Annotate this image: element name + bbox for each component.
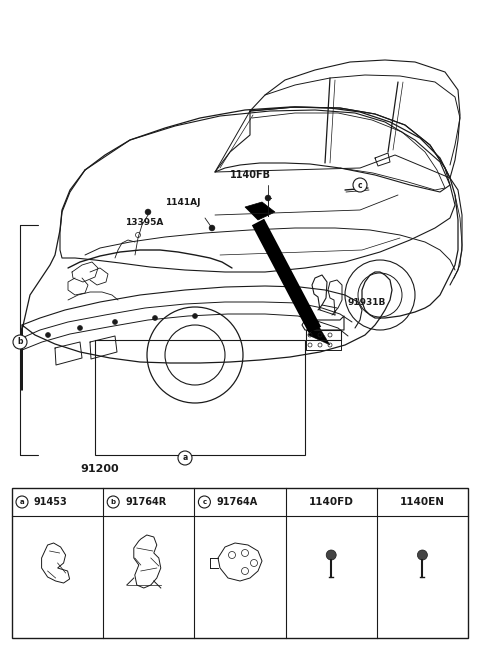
Circle shape <box>107 496 119 508</box>
Circle shape <box>192 314 197 319</box>
Circle shape <box>418 550 427 560</box>
Circle shape <box>77 325 83 331</box>
Circle shape <box>145 209 151 215</box>
Circle shape <box>16 496 28 508</box>
Circle shape <box>112 319 118 325</box>
Text: 91931B: 91931B <box>348 298 386 307</box>
Polygon shape <box>308 325 330 345</box>
Text: b: b <box>17 337 23 346</box>
Text: 91200: 91200 <box>80 464 119 474</box>
Text: 1140FB: 1140FB <box>230 170 271 180</box>
Bar <box>12 488 468 638</box>
Text: 1141AJ: 1141AJ <box>165 198 201 207</box>
Text: 13395A: 13395A <box>125 218 163 227</box>
Text: 91764A: 91764A <box>216 497 258 507</box>
Circle shape <box>13 335 27 349</box>
Text: 1140EN: 1140EN <box>400 497 445 507</box>
Text: c: c <box>358 180 362 190</box>
Circle shape <box>209 225 215 231</box>
Polygon shape <box>245 202 275 220</box>
Text: 1140FD: 1140FD <box>309 497 354 507</box>
Circle shape <box>265 195 271 201</box>
Circle shape <box>178 451 192 465</box>
Circle shape <box>353 178 367 192</box>
Bar <box>95 340 305 455</box>
Text: b: b <box>110 499 116 505</box>
Text: a: a <box>20 499 24 505</box>
Text: c: c <box>203 499 206 505</box>
Circle shape <box>46 333 50 337</box>
Text: 91764R: 91764R <box>125 497 167 507</box>
Circle shape <box>326 550 336 560</box>
Text: 91453: 91453 <box>34 497 68 507</box>
Circle shape <box>198 496 210 508</box>
Circle shape <box>153 316 157 321</box>
Text: a: a <box>182 453 188 462</box>
